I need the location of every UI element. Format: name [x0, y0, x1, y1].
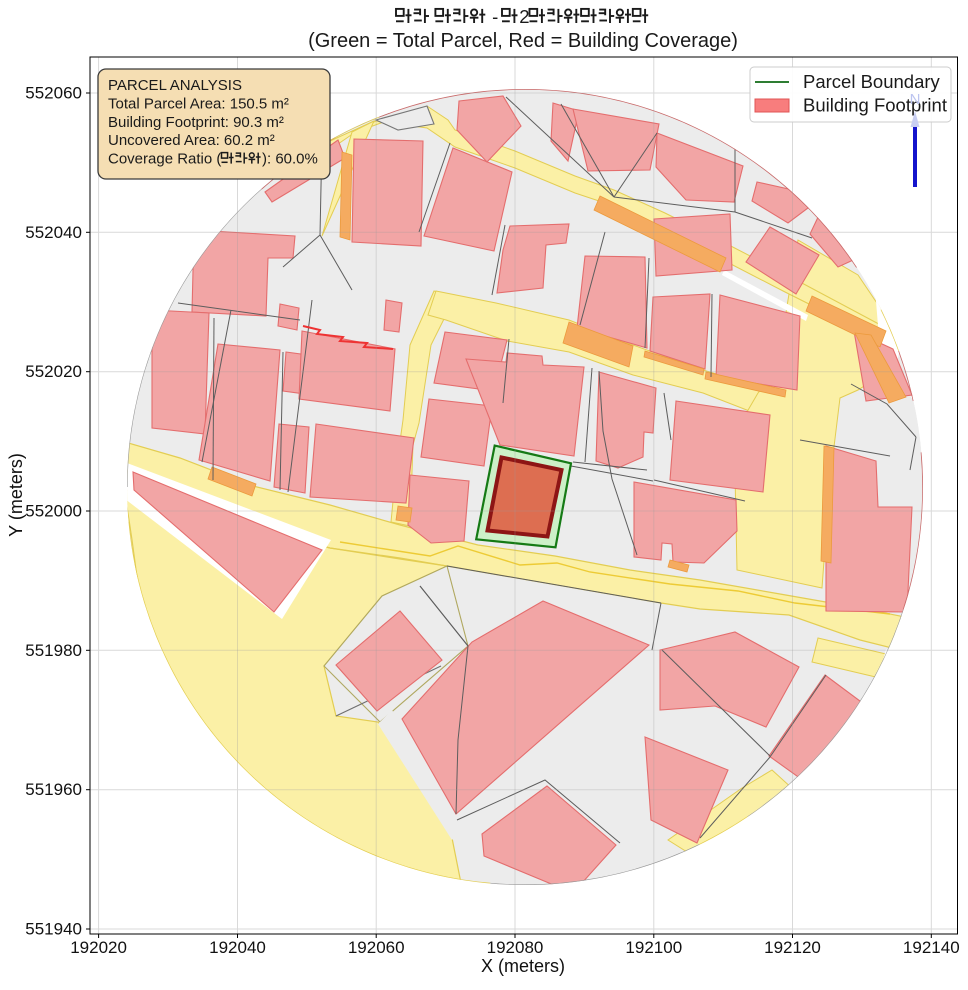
svg-text:Uncovered Area: 60.2 m²: Uncovered Area: 60.2 m²: [108, 132, 275, 149]
svg-text:Building Footprint: 90.3 m²: Building Footprint: 90.3 m²: [108, 114, 284, 131]
svg-text:(Green = Total Parcel, Red = B: (Green = Total Parcel, Red = Building Co…: [308, 30, 738, 52]
svg-text:): 60.0%: ): 60.0%: [262, 151, 318, 168]
svg-text:192040: 192040: [209, 938, 266, 957]
svg-text:PARCEL ANALYSIS: PARCEL ANALYSIS: [108, 77, 242, 94]
svg-text:192120: 192120: [764, 938, 821, 957]
svg-text:551960: 551960: [25, 780, 82, 799]
svg-text:Total Parcel Area: 150.5 m²: Total Parcel Area: 150.5 m²: [108, 95, 289, 112]
svg-text:551940: 551940: [25, 920, 82, 939]
svg-text:192060: 192060: [348, 938, 405, 957]
svg-text:551980: 551980: [25, 641, 82, 660]
svg-text:Building Footprint: Building Footprint: [803, 95, 947, 116]
svg-text:Coverage Ratio (: Coverage Ratio (: [108, 151, 221, 168]
svg-text:-: -: [487, 6, 503, 27]
svg-text:552060: 552060: [25, 84, 82, 103]
svg-text:552000: 552000: [25, 502, 82, 521]
svg-text:192140: 192140: [903, 938, 960, 957]
svg-text:X (meters): X (meters): [481, 956, 565, 976]
svg-text:192100: 192100: [625, 938, 682, 957]
svg-text:N: N: [910, 91, 921, 108]
svg-text:552040: 552040: [25, 223, 82, 242]
svg-text:192080: 192080: [487, 938, 544, 957]
svg-text:Y (meters): Y (meters): [6, 453, 26, 537]
svg-text:Parcel Boundary: Parcel Boundary: [803, 71, 941, 92]
svg-text:552020: 552020: [25, 362, 82, 381]
svg-text:2: 2: [519, 6, 529, 27]
svg-text:192020: 192020: [70, 938, 127, 957]
